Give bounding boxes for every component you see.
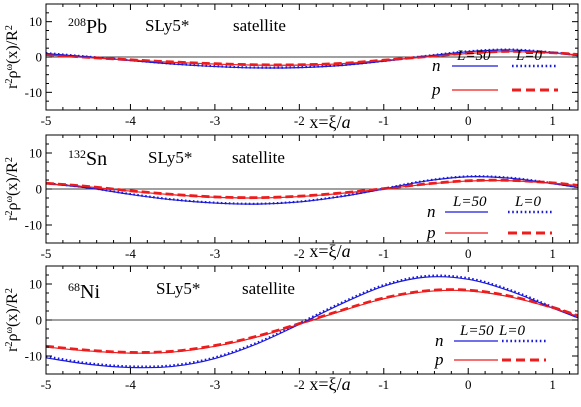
x-tick-label: -2 [294,377,305,392]
x-tick-label: -4 [125,246,136,261]
x-tick-label: -4 [125,113,136,128]
legend-label-n: n [432,56,441,75]
x-tick-label: -5 [41,246,52,261]
legend-label-p: p [431,80,441,99]
mode-label: satellite [242,279,295,298]
x-axis-label: x=ξ/a [309,241,350,261]
legend-header-L0: L=0 [515,48,542,64]
x-tick-label: 1 [549,113,556,128]
force-label: SLy5* [145,16,189,35]
y-tick-label: 0 [36,313,43,328]
x-tick-label: -2 [294,113,305,128]
x-tick-label: 1 [549,246,556,261]
y-axis-label: r2ρω(x)/R2 [4,288,22,352]
nucleus-label: 68Ni [68,280,100,303]
series-n-L50 [46,176,578,205]
x-tick-label: 0 [465,246,472,261]
legend: L=50 L=0 np [434,323,546,369]
mode-label: satellite [232,148,285,167]
y-tick-label: -10 [25,85,42,100]
y-tick-label: 10 [29,14,42,29]
series-n-L0 [46,274,578,368]
x-tick-label: -3 [209,377,220,392]
nucleus-label: 208Pb [68,15,107,38]
mode-label: satellite [233,16,286,35]
legend-header-L50: L=50 [456,48,491,64]
force-label: SLy5* [156,279,200,298]
series-p-L0 [46,288,578,354]
series-p-L50 [46,289,578,354]
x-tick-label: -1 [378,113,389,128]
x-tick-label: 0 [465,113,472,128]
legend-header-L50: L=50 [452,194,487,210]
nucleus-label: 132Sn [68,147,107,170]
legend-header-L50: L=50 [459,323,494,339]
legend-header-L0: L=0 [498,323,525,339]
legend-label-p: p [426,223,436,242]
legend-label-n: n [435,331,444,350]
series-group [46,48,578,69]
x-tick-label: -3 [209,113,220,128]
x-axis-label: x=ξ/a [309,112,350,132]
series-group [46,175,578,205]
series-group [46,274,578,369]
legend: L=50 L=0 np [426,194,552,242]
x-tick-label: -1 [378,377,389,392]
force-label: SLy5* [148,148,192,167]
legend-label-n: n [427,202,436,221]
y-tick-label: -10 [25,218,42,233]
series-n-L50 [46,276,578,369]
y-tick-label: 0 [36,182,43,197]
x-tick-label: -1 [378,246,389,261]
legend: L=50 L=0 np [431,48,558,99]
x-tick-label: 1 [549,377,556,392]
y-tick-label: -10 [25,349,42,364]
legend-header-L0: L=0 [514,194,541,210]
x-tick-label: -4 [125,377,136,392]
y-axis-label: r2ρω(x)/R2 [4,25,22,89]
x-tick-label: -2 [294,246,305,261]
x-tick-label: -5 [41,113,52,128]
series-p-L50 [46,179,578,199]
y-axis-label: r2ρω(x)/R2 [4,157,22,221]
x-tick-label: -3 [209,246,220,261]
legend-label-p: p [434,350,444,369]
y-tick-label: 0 [36,50,43,65]
x-tick-label: 0 [465,377,472,392]
series-p-L50 [46,51,578,66]
x-tick-label: -5 [41,377,52,392]
x-axis-label: x=ξ/a [309,374,350,394]
y-tick-label: 10 [29,146,42,161]
y-tick-label: 10 [29,277,42,292]
series-p-L0 [46,49,578,67]
